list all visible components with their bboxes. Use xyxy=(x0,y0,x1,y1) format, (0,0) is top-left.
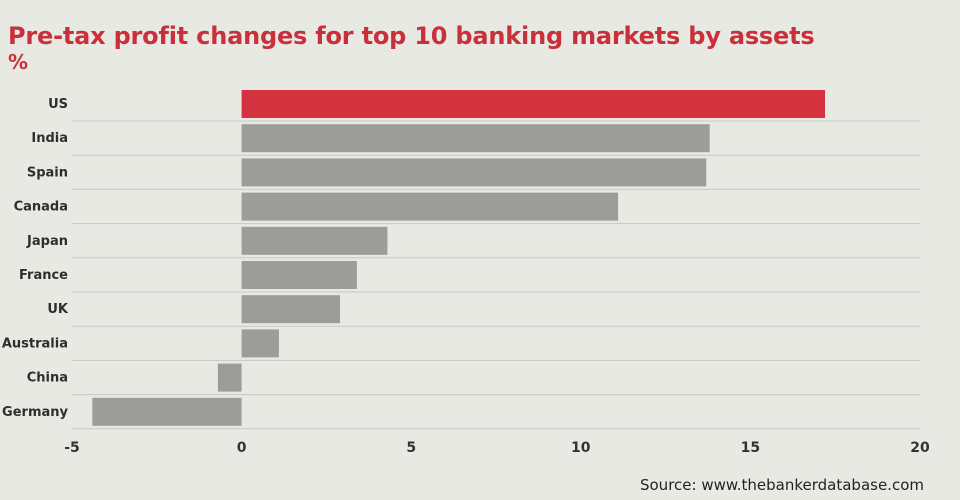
bar-uk xyxy=(241,295,340,324)
category-label: India xyxy=(31,131,68,146)
bar-india xyxy=(241,124,710,153)
chart-title: Pre-tax profit changes for top 10 bankin… xyxy=(8,22,815,50)
category-label: US xyxy=(48,97,68,112)
bar-china xyxy=(217,363,242,392)
category-label: Australia xyxy=(2,336,68,351)
bar-canada xyxy=(241,192,619,221)
category-label: Japan xyxy=(26,234,68,249)
category-label: Canada xyxy=(14,200,68,215)
x-tick-label: 20 xyxy=(910,440,930,456)
bar-france xyxy=(241,261,357,289)
bar-japan xyxy=(241,226,388,255)
category-label: Germany xyxy=(2,405,68,420)
x-tick-label: 5 xyxy=(406,440,416,456)
bar-us xyxy=(241,90,826,118)
x-tick-label: 10 xyxy=(571,440,591,456)
category-label: Spain xyxy=(27,165,68,180)
category-label: China xyxy=(27,371,68,386)
category-label: France xyxy=(19,268,68,283)
x-tick-label: 0 xyxy=(237,440,247,456)
bar-germany xyxy=(92,397,242,426)
bar-spain xyxy=(241,158,707,187)
x-tick-label: 15 xyxy=(741,440,760,456)
source-note: Source: www.thebankerdatabase.com xyxy=(639,476,924,494)
unit-label: % xyxy=(8,50,29,74)
category-label: UK xyxy=(47,302,69,317)
bar-australia xyxy=(241,329,279,358)
x-tick-label: -5 xyxy=(64,440,80,456)
